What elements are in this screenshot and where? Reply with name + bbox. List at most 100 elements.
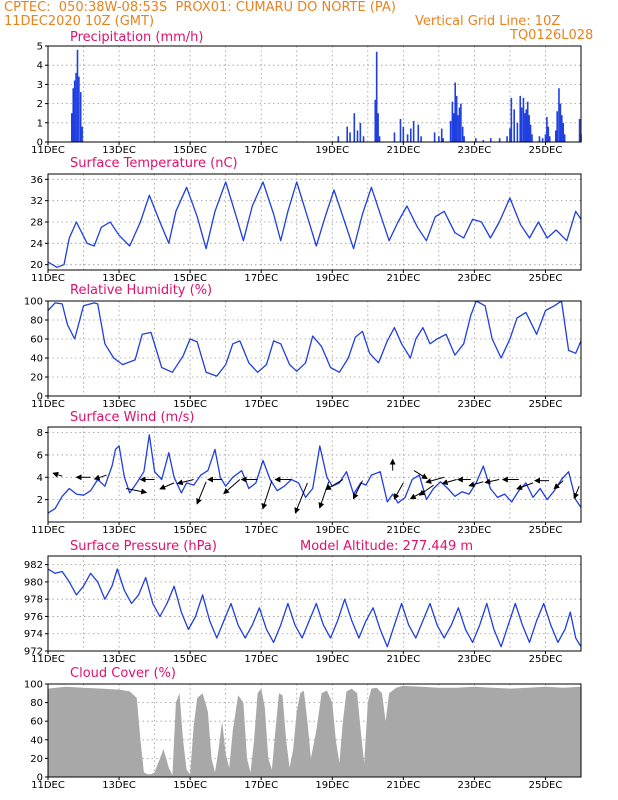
precip-frame (47, 45, 582, 143)
wind-xtick-label: 19DEC (315, 525, 349, 536)
precip-bar (356, 130, 359, 142)
pressure-xtick-label: 23DEC (458, 654, 492, 665)
header-line-1: CPTEC: 050:38W-08:53S PROX01: CUMARU DO … (4, 0, 396, 15)
precip-xtick-label: 13DEC (102, 145, 136, 156)
precip-bar (531, 134, 533, 142)
pressure-ytick-label: 974 (24, 629, 43, 640)
rh-xtick-label: 25DEC (529, 399, 563, 410)
temp-xtick-label: 17DEC (244, 273, 278, 284)
precip-bar (377, 113, 379, 142)
wind-arrow (52, 471, 63, 478)
pressure-ytick-label: 972 (24, 647, 43, 658)
rh-ytick-label: 0 (37, 392, 43, 403)
header-model-code: TQ0126L028 (510, 28, 594, 43)
header-grid-line: Vertical Grid Line: 10Z (415, 14, 561, 29)
rh-xtick-label: 21DEC (386, 399, 420, 410)
precip-bar (374, 99, 377, 142)
precip-bar (524, 113, 526, 142)
wind-xtick-label: 13DEC (102, 525, 136, 536)
wind-arrow (325, 479, 344, 491)
wind-ytick-label: 6 (37, 450, 43, 461)
wind-arrow (353, 480, 363, 500)
precip-bar (525, 109, 528, 142)
precip-bar (78, 76, 80, 142)
wind-xtick-label: 21DEC (386, 525, 420, 536)
temp-xtick-label: 25DEC (529, 273, 563, 284)
precip-xtick-label: 11DEC (31, 145, 65, 156)
wind-arrow (223, 479, 241, 495)
rh-xtick-label: 17DEC (244, 399, 278, 410)
precip-bar (451, 101, 454, 142)
precip-bar (433, 132, 436, 142)
pressure-ytick-label: 978 (24, 595, 43, 606)
cloud-xtick-label: 15DEC (173, 780, 207, 791)
wind-ytick-label: 4 (37, 473, 43, 484)
wind-title: Surface Wind (m/s) (70, 410, 194, 425)
wind-arrow (553, 480, 564, 490)
cloud-xtick-label: 25DEC (529, 780, 563, 791)
precip-bar (79, 92, 82, 142)
wind-arrow (413, 470, 428, 480)
precip-bar (529, 124, 532, 142)
precip-bar (460, 103, 462, 142)
wind-arrow (425, 476, 445, 484)
rh-xtick-label: 23DEC (458, 399, 492, 410)
wind-xtick-label: 11DEC (31, 525, 65, 536)
pressure-frame (47, 555, 582, 652)
precip-bar (454, 82, 457, 142)
temp-xtick-label: 13DEC (102, 273, 136, 284)
precip-bar (544, 134, 547, 142)
precip-ytick-label: 1 (37, 118, 43, 129)
rh-title: Relative Humidity (%) (70, 283, 212, 298)
temp-xtick-label: 11DEC (31, 273, 65, 284)
pressure-xtick-label: 17DEC (244, 654, 278, 665)
precip-xtick-label: 19DEC (315, 145, 349, 156)
precip-bar (506, 136, 508, 142)
cloud-xtick-label: 19DEC (315, 780, 349, 791)
cloud-ytick-label: 40 (30, 735, 43, 746)
precip-bar (81, 126, 83, 142)
cloud-xtick-label: 11DEC (31, 780, 65, 791)
precip-bar (337, 136, 340, 142)
wind-frame (47, 426, 582, 523)
precip-bar (362, 136, 365, 142)
precip-bar (409, 128, 412, 142)
rh-ytick-label: 80 (30, 316, 43, 327)
cloud-xtick-label: 23DEC (458, 780, 492, 791)
wind-arrow (393, 482, 404, 500)
precip-bar (563, 134, 566, 142)
precip-bar (71, 113, 73, 142)
precip-bar (457, 115, 459, 142)
pressure-xtick-label: 11DEC (31, 654, 65, 665)
precip-bar (75, 72, 77, 142)
precip-bar (509, 128, 511, 142)
wind-arrow (126, 487, 148, 495)
temp-xtick-label: 19DEC (315, 273, 349, 284)
precip-bar (520, 107, 523, 142)
rh-xtick-label: 15DEC (173, 399, 207, 410)
precip-bar (442, 138, 444, 142)
cloud-frame (47, 683, 582, 778)
cloud-ytick-label: 100 (24, 680, 43, 691)
pressure-xtick-label: 25DEC (529, 654, 563, 665)
temp-ytick-label: 36 (30, 175, 43, 186)
precip-bar (556, 111, 558, 142)
precip-bar (559, 103, 562, 142)
temp-line (47, 181, 582, 268)
precip-title: Precipitation (mm/h) (70, 30, 203, 45)
wind-arrow (318, 481, 330, 509)
pressure-ytick-label: 976 (24, 612, 43, 623)
wind-arrow (484, 478, 500, 485)
temp-xtick-label: 21DEC (386, 273, 420, 284)
wind-arrow (468, 481, 484, 488)
wind-line (47, 434, 582, 514)
wind-xtick-label: 25DEC (529, 525, 563, 536)
precip-bar (461, 126, 464, 142)
rh-ytick-label: 20 (30, 373, 43, 384)
temp-xtick-label: 15DEC (173, 273, 207, 284)
pressure-ytick-label: 982 (24, 560, 43, 571)
precip-bar (378, 136, 381, 142)
rh-xtick-label: 11DEC (31, 399, 65, 410)
pressure-xtick-label: 19DEC (315, 654, 349, 665)
